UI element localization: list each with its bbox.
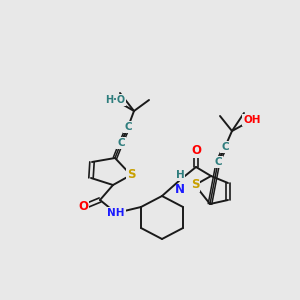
- Text: H·O: H·O: [105, 95, 125, 105]
- Text: NH: NH: [107, 208, 125, 218]
- Text: C: C: [221, 142, 229, 152]
- Text: C: C: [214, 157, 222, 167]
- Text: S: S: [191, 178, 199, 191]
- Text: C: C: [117, 138, 125, 148]
- Text: O: O: [78, 200, 88, 214]
- Text: C: C: [124, 122, 132, 132]
- Text: OH: OH: [243, 115, 261, 125]
- Text: O: O: [191, 145, 201, 158]
- Text: S: S: [127, 169, 135, 182]
- Text: H: H: [176, 170, 184, 180]
- Text: N: N: [175, 183, 185, 196]
